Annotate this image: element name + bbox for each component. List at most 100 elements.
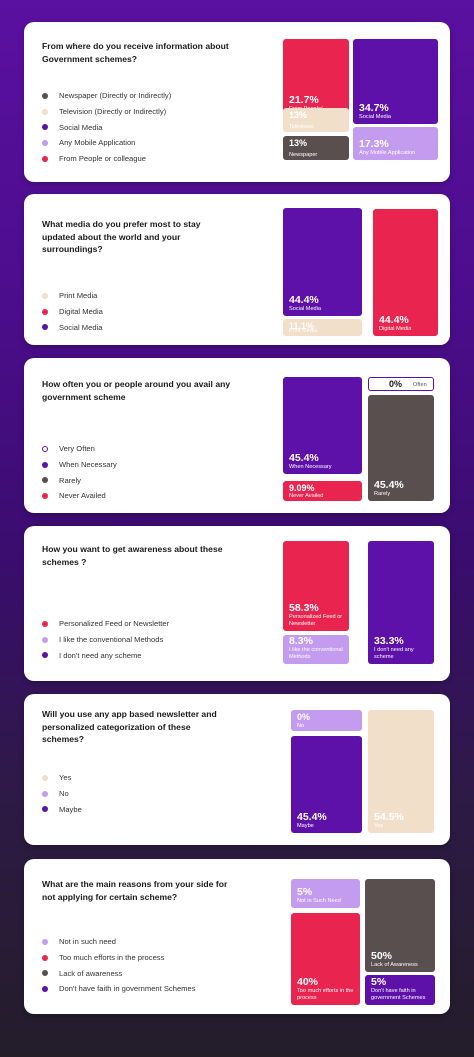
tile-value: 5% xyxy=(371,976,387,989)
legend: Yes No Maybe xyxy=(42,770,272,817)
legend: Very Often When Necessary Rarely Never Avai… xyxy=(42,441,272,504)
legend-label: Never Availed xyxy=(59,491,106,501)
tile-label: Newspaper xyxy=(289,152,318,158)
tile-i-like-the-conventional-methods: 8.3% I like the conventional Methods xyxy=(283,635,349,664)
question-title: How often you or people around you avail… xyxy=(42,379,231,402)
survey-card-2: What media do you prefer most to stay up… xyxy=(24,194,450,345)
legend-label: I don't need any scheme xyxy=(59,650,142,660)
tile-often: 0% Often xyxy=(368,377,434,391)
legend-label: Print Media xyxy=(59,291,98,301)
legend-item-yes: Yes xyxy=(42,770,272,786)
tile-label: Often xyxy=(413,382,427,388)
tile-television: 13% Television xyxy=(283,108,349,132)
tile-value: 44.4% xyxy=(289,293,319,306)
tile-no: 0% No xyxy=(291,710,362,731)
tile-digital-media: 44.4% Digital Media xyxy=(373,209,438,336)
tile-value: 44.4% xyxy=(379,313,409,326)
tile-value: 0% xyxy=(297,712,311,722)
legend-item-i-like-the-conventional-methods: I like the conventional Methods xyxy=(42,632,272,648)
tile-value: 5% xyxy=(297,885,313,898)
legend-label: Social Media xyxy=(59,322,103,332)
legend-dot-icon xyxy=(42,790,48,797)
legend-dot-icon xyxy=(42,477,48,484)
legend-label: Don't have faith in government Schemes xyxy=(59,984,196,994)
legend-item-never-availed: Never Availed xyxy=(42,488,272,504)
tile-lack-of-awareness: 50% Lack of Awareness xyxy=(365,879,435,972)
survey-card-1: From where do you receive information ab… xyxy=(24,22,450,182)
tile-label: Social Media xyxy=(359,113,392,120)
tile-value: 11.1% xyxy=(289,321,315,331)
survey-card-4: How you want to get awareness about thes… xyxy=(24,526,450,681)
tile-not-in-such-need: 5% Not in Such Need xyxy=(291,879,360,908)
legend-item-don-t-have-faith-in-government-schemes: Don't have faith in government Schemes xyxy=(42,981,272,997)
tile-don-t-have-faith-in-government-schemes: 5% Don't have faith in government Schemes xyxy=(365,975,435,1005)
legend-label: When Necessary xyxy=(59,460,117,470)
legend-dot-icon xyxy=(42,954,48,961)
legend-label: Social Media xyxy=(59,122,103,132)
legend-item-print-media: Print Media xyxy=(42,288,272,304)
tile-label: Any Mobile Application xyxy=(359,149,416,156)
tile-value: 8.3% xyxy=(289,635,313,648)
tile-label: I don't need any scheme xyxy=(374,647,414,660)
legend-item-lack-of-awareness: Lack of awareness xyxy=(42,965,272,981)
legend-item-no: No xyxy=(42,786,272,802)
legend-item-i-don-t-need-any-scheme: I don't need any scheme xyxy=(42,647,272,663)
legend-item-newspaper-directly-or-indirectly: Newspaper (Directly or Indirectly) xyxy=(42,88,272,104)
legend-dot-icon xyxy=(42,492,48,499)
legend-label: Too much efforts in the process xyxy=(59,953,165,963)
legend-item-television-directly-or-indirectly: Television (Directly or Indirectly) xyxy=(42,104,272,120)
tile-value: 45.4% xyxy=(374,478,404,491)
legend-label: Not in such need xyxy=(59,937,116,947)
tile-label: Not in Such Need xyxy=(297,897,341,904)
legend-dot-icon xyxy=(42,108,48,115)
legend: Not in such need Too much efforts in the … xyxy=(42,934,272,997)
tile-value: 17.3% xyxy=(359,137,389,150)
legend-dot-icon xyxy=(42,324,48,331)
tile-maybe: 45.4% Maybe xyxy=(291,736,362,833)
legend-dot-icon xyxy=(42,155,48,162)
tile-social-media: 34.7% Social Media xyxy=(353,39,438,124)
legend-dot-icon xyxy=(42,445,48,452)
tile-social-media: 44.4% Social Media xyxy=(283,208,362,316)
tile-label: I like the conventional Methods xyxy=(289,647,343,660)
legend-item-any-mobile-application: Any Mobile Application xyxy=(42,135,272,151)
legend-dot-icon xyxy=(42,652,48,659)
legend-item-from-people-or-colleague: From People or colleague xyxy=(42,151,272,167)
tile-yes: 54.5% Yes xyxy=(368,710,434,833)
legend: Print Media Digital Media Social Media xyxy=(42,288,272,335)
legend-dot-icon xyxy=(42,308,48,315)
survey-card-6: What are the main reasons from your side… xyxy=(24,859,450,1014)
legend-item-digital-media: Digital Media xyxy=(42,304,272,320)
legend-label: Rarely xyxy=(59,475,81,485)
legend-label: No xyxy=(59,789,69,799)
question-title: What are the main reasons from your side… xyxy=(42,879,228,902)
question-title: Will you use any app based newsletter an… xyxy=(42,709,217,745)
legend-item-rarely: Rarely xyxy=(42,472,272,488)
tile-label: Yes xyxy=(374,822,384,829)
legend-item-maybe: Maybe xyxy=(42,801,272,817)
tile-never-availed: 9.09% Never Availed xyxy=(283,481,362,501)
tile-i-don-t-need-any-scheme: 33.3% I don't need any scheme xyxy=(368,541,434,664)
tile-value: 45.4% xyxy=(297,810,327,823)
legend-dot-icon xyxy=(42,292,48,299)
tile-value: 50% xyxy=(371,949,393,962)
tile-when-necessary: 45.4% When Necessary xyxy=(283,377,362,474)
tile-value: 40% xyxy=(297,976,319,989)
legend-dot-icon xyxy=(42,124,48,131)
tile-value: 54.5% xyxy=(374,810,404,823)
legend-dot-icon xyxy=(42,970,48,977)
tile-label: No xyxy=(297,723,305,729)
legend-dot-icon xyxy=(42,806,48,813)
question-title: What media do you prefer most to stay up… xyxy=(42,219,201,255)
legend-label: Lack of awareness xyxy=(59,968,123,978)
tile-value: 45.4% xyxy=(289,451,319,464)
tile-value: 0% xyxy=(389,379,403,389)
legend-label: From People or colleague xyxy=(59,154,146,164)
tile-too-much-efforts-in-the-process: 40% Too much efforts in the process xyxy=(291,913,360,1005)
legend-label: Digital Media xyxy=(59,307,103,317)
legend-item-personalized-feed-or-newsletter: Personalized Feed or Newsletter xyxy=(42,616,272,632)
tile-label: Never Availed xyxy=(289,493,324,499)
tile-label: Don't have faith in government Schemes xyxy=(371,988,426,1001)
tile-label: Television xyxy=(289,124,314,130)
legend-label: Yes xyxy=(59,773,72,783)
